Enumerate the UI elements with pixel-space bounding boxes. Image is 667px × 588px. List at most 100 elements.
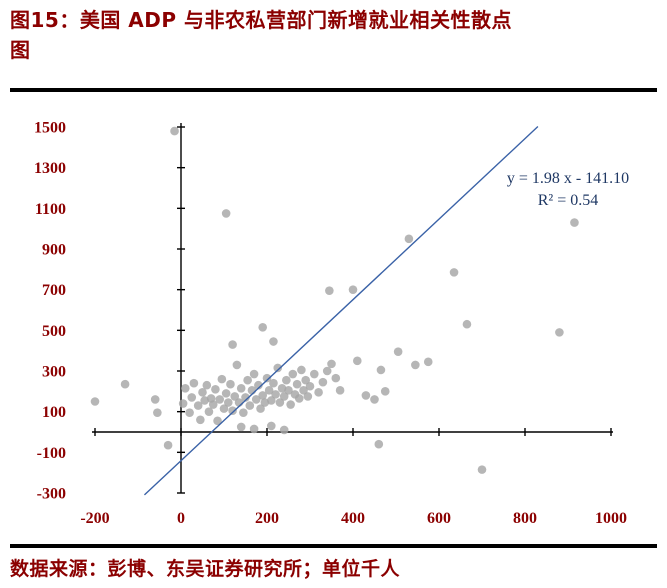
- x-tick-label: 600: [427, 510, 451, 527]
- y-tick-label: 1300: [34, 160, 66, 177]
- scatter-point: [318, 377, 328, 387]
- data-source: 数据来源：彭博、东吴证券研究所；单位千人: [10, 558, 401, 580]
- scatter-point: [267, 421, 276, 431]
- scatter-point: [335, 386, 345, 395]
- scatter-point: [178, 399, 188, 408]
- scatter-point: [217, 374, 227, 384]
- scatter-point: [423, 357, 433, 367]
- scatter-point: [251, 395, 261, 404]
- scatter-point: [269, 378, 278, 388]
- scatter-point: [376, 365, 386, 375]
- scatter-point: [264, 386, 274, 395]
- scatter-point: [262, 373, 272, 383]
- scatter-point: [254, 380, 263, 390]
- scatter-point: [120, 379, 130, 389]
- scatter-point: [411, 360, 420, 370]
- scatter-point: [275, 398, 285, 407]
- scatter-point: [269, 337, 278, 346]
- scatter-point: [236, 383, 246, 393]
- scatter-point: [249, 424, 259, 434]
- scatter-point: [348, 285, 358, 294]
- scatter-point: [374, 439, 384, 449]
- scatter-point: [260, 398, 270, 407]
- scatter-point: [226, 379, 235, 389]
- scatter-point: [292, 379, 302, 389]
- scatter-point: [380, 387, 390, 396]
- scatter-point: [294, 394, 304, 403]
- scatter-point: [196, 415, 205, 425]
- scatter-point: [202, 380, 212, 390]
- scatter-point: [258, 391, 268, 400]
- scatter-point: [256, 404, 265, 413]
- scatter-point: [462, 319, 472, 329]
- bottom-divider: [10, 544, 657, 548]
- scatter-point: [301, 375, 311, 385]
- scatter-point: [243, 375, 252, 385]
- scatter-point: [189, 378, 199, 388]
- scatter-point: [570, 218, 579, 227]
- scatter-point: [299, 386, 308, 395]
- scatter-point: [150, 395, 160, 404]
- scatter-point: [305, 381, 315, 391]
- scatter-point: [404, 234, 414, 244]
- scatter-point: [232, 360, 242, 370]
- y-tick-label: -100: [37, 445, 66, 462]
- scatter-point: [288, 369, 298, 379]
- scatter-point: [90, 397, 100, 406]
- scatter-point: [170, 126, 179, 136]
- y-tick-label: 500: [42, 323, 66, 340]
- scatter-point: [331, 373, 341, 383]
- scatter-point: [555, 328, 564, 337]
- scatter-point: [322, 366, 332, 376]
- y-tick-label: 700: [42, 282, 66, 299]
- scatter-point: [267, 396, 276, 405]
- scatter-point: [271, 390, 280, 399]
- scatter-point: [193, 401, 203, 410]
- scatter-point: [204, 407, 214, 416]
- figure-title-line2: 图: [10, 38, 31, 62]
- scatter-point: [477, 465, 487, 474]
- scatter-point: [361, 391, 371, 400]
- scatter-point: [279, 392, 289, 401]
- scatter-point: [277, 383, 287, 393]
- y-tick-label: 1500: [34, 120, 66, 137]
- scatter-point: [224, 398, 233, 407]
- scatter-point: [187, 393, 197, 402]
- x-tick-label: 800: [513, 510, 537, 527]
- scatter-point: [200, 396, 209, 405]
- scatter-point: [221, 389, 231, 398]
- scatter-point: [325, 286, 334, 295]
- x-tick-label: -200: [80, 510, 109, 527]
- scatter-point: [286, 400, 295, 409]
- scatter-point: [393, 347, 403, 356]
- scatter-point: [163, 440, 173, 450]
- x-tick-label: 1000: [595, 510, 627, 527]
- scatter-point: [215, 395, 224, 404]
- y-tick-label: 100: [42, 404, 66, 421]
- scatter-point: [211, 385, 220, 394]
- y-tick-label: 300: [42, 364, 66, 381]
- figure-title: 图15：美国 ADP 与非农私营部门新增就业相关性散点 图: [10, 5, 660, 65]
- scatter-point: [314, 388, 323, 397]
- scatter-point: [236, 422, 246, 432]
- x-tick-label: 400: [341, 510, 365, 527]
- scatter-point: [327, 359, 336, 369]
- r-squared-text: R² = 0.54: [537, 192, 599, 209]
- scatter-point: [245, 401, 255, 410]
- scatter-point: [353, 356, 362, 366]
- x-tick-label: 200: [255, 510, 279, 527]
- chart-canvas: -200 0 200 400 600 800 1000 -300 -100 100 300 500 70…: [34, 120, 627, 528]
- scatter-point: [239, 408, 248, 417]
- scatter-point: [230, 392, 240, 401]
- scatter-point: [303, 392, 313, 401]
- scatter-point: [221, 209, 231, 218]
- scatter-point: [228, 340, 237, 349]
- scatter-point: [213, 416, 222, 426]
- trend-line: [143, 126, 539, 496]
- scatter-point: [370, 395, 379, 404]
- y-tick-label: -300: [37, 486, 66, 503]
- x-tick-label: 0: [177, 510, 185, 527]
- scatter-point: [228, 406, 237, 415]
- scatter-point: [297, 365, 306, 375]
